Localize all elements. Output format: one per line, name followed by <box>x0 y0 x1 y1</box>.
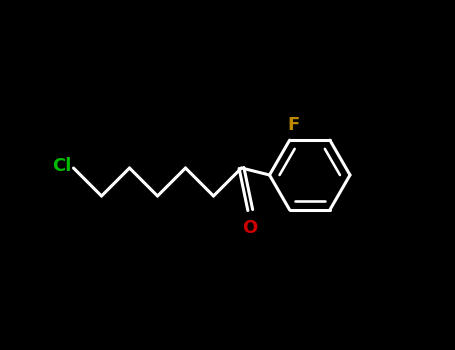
Text: F: F <box>288 116 300 134</box>
Text: Cl: Cl <box>52 157 72 175</box>
Text: O: O <box>243 219 258 237</box>
